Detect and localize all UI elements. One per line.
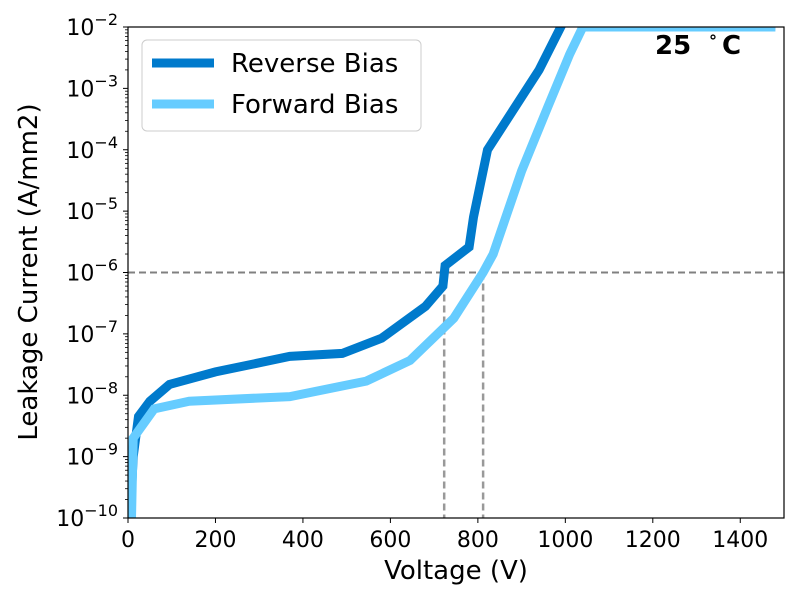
x-axis-ticks: 0 200 400 600 800 1000 1200 1400 [121,518,768,553]
y-tick-label: 10−4 [66,133,118,164]
y-tick-label: 10−6 [66,256,118,287]
legend-label-reverse-bias: Reverse Bias [231,49,398,79]
y-tick-label: 10−7 [66,317,118,348]
temperature-value: 25 [655,31,691,61]
x-tick-label: 200 [194,528,236,553]
series-line-reverse-bias [128,27,776,518]
threshold-lines [128,271,784,518]
y-axis-ticks: 10−10 10−9 10−8 10−7 10−6 10−5 10−4 10−3 10−2 [56,10,128,532]
y-tick-label: 10−3 [66,71,118,102]
x-tick-label: 0 [121,528,135,553]
y-tick-label: 10−10 [56,501,118,532]
series-line-forward-bias [128,27,776,518]
x-tick-label: 600 [369,528,411,553]
series-layer [128,27,776,518]
temperature-annotation: 25 ∘ C [655,27,741,61]
y-tick-label: 10−8 [66,378,118,409]
x-axis-title: Voltage (V) [384,556,528,586]
y-tick-label: 10−2 [66,10,118,41]
legend: Reverse Bias Forward Bias [141,39,422,132]
y-axis-title: Leakage Current (A/mm2) [14,103,44,440]
y-tick-label: 10−5 [66,194,118,225]
temperature-unit: C [722,31,741,61]
x-tick-label: 400 [282,528,324,553]
x-tick-label: 800 [457,528,499,553]
degree-symbol: ∘ [708,27,718,46]
y-tick-label: 10−9 [66,440,118,471]
x-tick-label: 1400 [712,528,768,553]
legend-label-forward-bias: Forward Bias [231,90,398,120]
x-tick-label: 1200 [625,528,681,553]
x-tick-label: 1000 [537,528,593,553]
